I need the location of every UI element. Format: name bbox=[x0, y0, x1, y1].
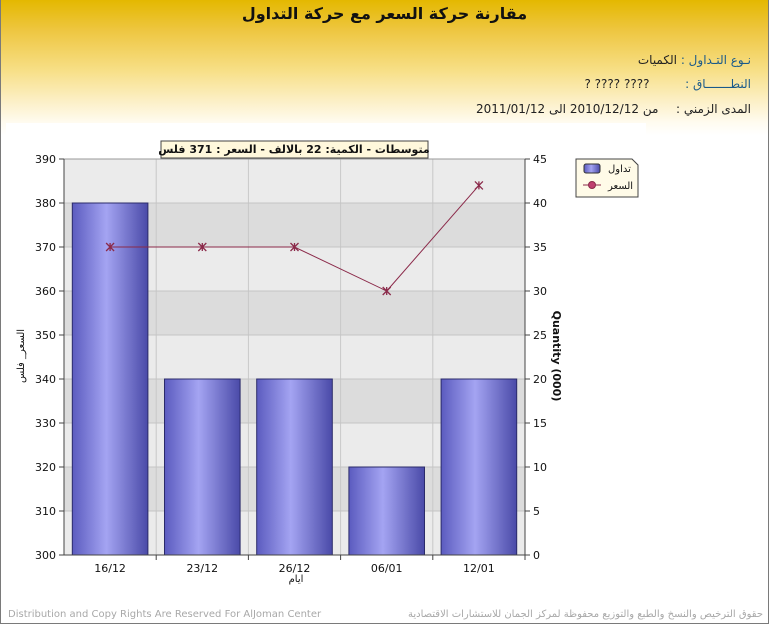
trading-type-label: نـوع التـداول : bbox=[680, 53, 751, 67]
x-axis-tick-label: 26/12 bbox=[279, 562, 311, 575]
right-axis-tick-label: 40 bbox=[533, 197, 547, 210]
price-point bbox=[105, 242, 115, 252]
trading-type-row: نـوع التـداول : الكميات bbox=[638, 53, 751, 67]
legend-item-volume: تداول bbox=[583, 163, 631, 175]
trading-type-value: الكميات bbox=[637, 53, 677, 67]
volume-bar bbox=[348, 466, 426, 556]
left-axis-tick-label: 390 bbox=[35, 153, 56, 166]
right-axis-tick-label: 30 bbox=[533, 285, 547, 298]
period-value: من 2010/12/12 الى 2011/01/12 bbox=[476, 102, 659, 116]
sector-row: النطـــــــاق : ???? ???? ? bbox=[585, 77, 752, 91]
right-axis-tick-label: 15 bbox=[533, 417, 547, 430]
left-axis-tick-label: 350 bbox=[35, 329, 56, 342]
right-axis-tick-label: 5 bbox=[533, 505, 540, 518]
legend: تداول السعر bbox=[575, 158, 639, 198]
x-axis-tick-label: 23/12 bbox=[186, 562, 218, 575]
price-point bbox=[290, 242, 299, 252]
left-axis-tick-label: 330 bbox=[35, 417, 56, 430]
left-axis-tick-label: 360 bbox=[35, 285, 56, 298]
left-axis-tick-label: 370 bbox=[35, 241, 56, 254]
right-axis-tick-label: 0 bbox=[533, 549, 540, 562]
grid-band bbox=[64, 159, 525, 203]
left-axis-title: السعر_ فلس bbox=[16, 329, 27, 383]
right-axis-title: Quantity (000) bbox=[550, 311, 563, 402]
volume-bar bbox=[256, 378, 333, 556]
volume-bar bbox=[71, 202, 149, 556]
right-axis-tick-label: 20 bbox=[533, 373, 547, 386]
plot-layer: 300 310 320 330 340 350 360 370 380 390 0 5 10 15 20 25… bbox=[35, 153, 547, 575]
volume-bar bbox=[440, 378, 518, 556]
price-point bbox=[197, 242, 207, 252]
page-title: مقارنة حركة السعر مع حركة التداول bbox=[241, 4, 528, 23]
left-axis-tick-label: 380 bbox=[35, 197, 56, 210]
right-axis-tick-label: 35 bbox=[533, 241, 547, 254]
right-axis-tick-label: 25 bbox=[533, 329, 547, 342]
legend-item-price: السعر bbox=[583, 181, 633, 192]
footer-copyright-ar: حقوق الترخيص والنسخ والطبع والتوزيع محفو… bbox=[407, 609, 763, 620]
averages-annotation: متوسطات - الكمية: 22 بالالف - السعر : 37… bbox=[158, 140, 430, 159]
sector-label: النطـــــــاق : bbox=[685, 77, 751, 91]
legend-label-price: السعر bbox=[607, 181, 633, 192]
x-axis-tick-label: 16/12 bbox=[94, 562, 126, 575]
left-axis-tick-label: 310 bbox=[35, 505, 56, 518]
period-label: المدى الزمني : bbox=[676, 102, 751, 116]
left-axis-tick-label: 300 bbox=[35, 549, 56, 562]
footer-copyright-en: Distribution and Copy Rights Are Reserve… bbox=[8, 609, 322, 620]
volume-bar bbox=[163, 378, 241, 556]
left-axis-tick-label: 340 bbox=[35, 373, 56, 386]
sector-value: ???? ???? ? bbox=[584, 77, 650, 91]
price-point bbox=[382, 286, 392, 296]
x-axis-tick-label: 12/01 bbox=[463, 562, 495, 575]
right-axis-tick-label: 10 bbox=[533, 461, 547, 474]
period-row: المدى الزمني : من 2010/12/12 الى 2011/01… bbox=[476, 102, 751, 116]
price-point bbox=[474, 180, 484, 190]
legend-label-volume: تداول bbox=[608, 164, 631, 175]
left-axis-tick-label: 320 bbox=[35, 461, 56, 474]
x-axis-tick-label: 06/01 bbox=[371, 562, 403, 575]
x-axis-title: ايام bbox=[289, 574, 304, 585]
right-axis-tick-label: 45 bbox=[533, 153, 547, 166]
averages-text: متوسطات - الكمية: 22 بالالف - السعر : 37… bbox=[158, 143, 430, 156]
